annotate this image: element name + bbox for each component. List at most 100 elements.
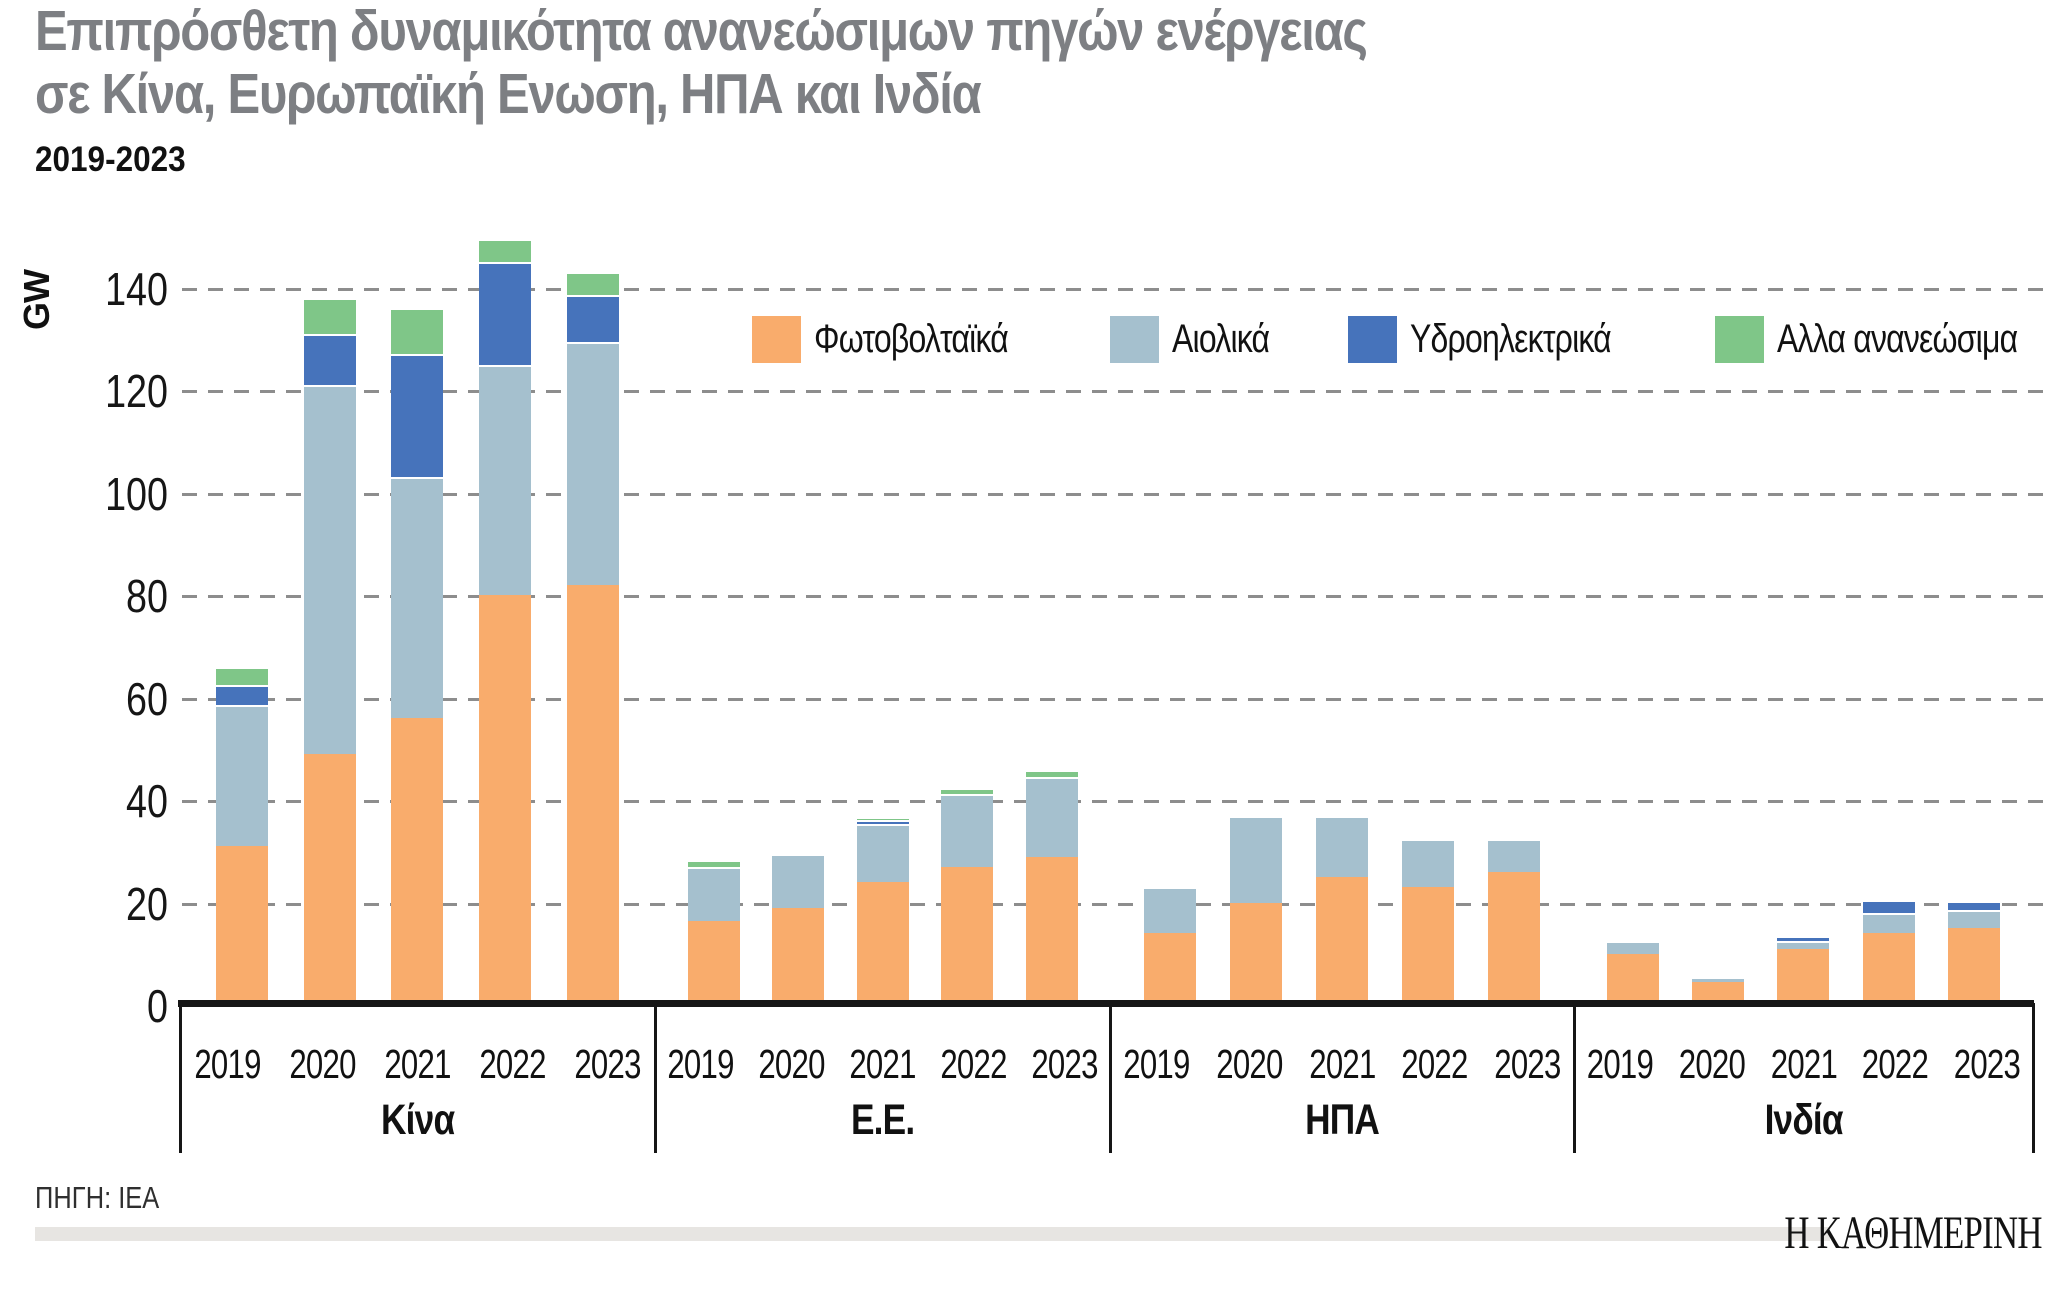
bar-segment-Φωτοβολταϊκά bbox=[215, 846, 268, 1000]
gridline-20 bbox=[182, 902, 2044, 906]
gridline-140 bbox=[182, 287, 2044, 291]
bar-segment-Φωτοβολταϊκά bbox=[1947, 928, 2000, 1000]
legend-swatch-icon bbox=[1348, 316, 1398, 363]
bar-segment-Υδροηλεκτρικά bbox=[391, 354, 444, 478]
bar-segment-Αιολικά bbox=[687, 866, 740, 921]
x-tick-label-2023: 2023 bbox=[1031, 1041, 1098, 1087]
bar-segment-Φωτοβολταϊκά bbox=[687, 920, 740, 1000]
bar-segment-Αλλα ανανεώσιμα bbox=[567, 272, 620, 296]
bar-segment-Φωτοβολταϊκά bbox=[391, 718, 444, 1000]
footer-divider-rule bbox=[35, 1227, 1830, 1241]
bar-segment-Φωτοβολταϊκά bbox=[1230, 902, 1282, 1000]
bar-segment-Φωτοβολταϊκά bbox=[856, 882, 909, 1000]
legend-item: Φωτοβολταϊκά bbox=[752, 316, 1056, 363]
group-divider-4 bbox=[2032, 1003, 2035, 1153]
stacked-bar-Ινδία-2022 bbox=[1862, 900, 1915, 1000]
x-tick-label-2019: 2019 bbox=[1586, 1041, 1654, 1087]
bar-segment-Αιολικά bbox=[1402, 838, 1454, 888]
bar-segment-Φωτοβολταϊκά bbox=[1862, 933, 1915, 1000]
bar-group-ΗΠΑ bbox=[1110, 240, 1574, 1000]
stacked-bar-Ε.Ε.-2019 bbox=[687, 860, 740, 1000]
legend-item-label: Αλλα ανανεώσιμα bbox=[1777, 317, 2018, 361]
group-divider-0 bbox=[179, 1003, 182, 1153]
x-tick-label-2023: 2023 bbox=[1494, 1041, 1561, 1087]
bar-segment-Φωτοβολταϊκά bbox=[772, 907, 824, 1000]
bar-segment-Φωτοβολταϊκά bbox=[1144, 933, 1196, 1000]
y-tick-label-20: 20 bbox=[126, 877, 168, 930]
stacked-bar-ΗΠΑ-2022 bbox=[1402, 838, 1454, 1000]
x-tick-label-2022: 2022 bbox=[1862, 1041, 1929, 1087]
year-labels-Ινδία: 2019 2020 2021 2022 2023 bbox=[1574, 1036, 2033, 1092]
stacked-bar-Κίνα-2019 bbox=[215, 666, 268, 1000]
country-label-row-ΗΠΑ: ΗΠΑ bbox=[1110, 1092, 1574, 1148]
bar-group-Κίνα bbox=[180, 238, 655, 1000]
stacked-bar-Ε.Ε.-2023 bbox=[1025, 770, 1078, 1000]
bar-segment-Φωτοβολταϊκά bbox=[567, 584, 620, 1000]
chart-legend: Φωτοβολταϊκά Αιολικά Υδροηλεκτρικά Αλλα ανα… bbox=[752, 316, 2048, 363]
gridline-40 bbox=[182, 800, 2044, 803]
bar-segment-Φωτοβολταϊκά bbox=[303, 754, 356, 1000]
group-divider-2 bbox=[1109, 1003, 1112, 1153]
stacked-bar-Κίνα-2022 bbox=[479, 238, 532, 1000]
gridline-80 bbox=[182, 595, 2044, 598]
bar-segment-Αιολικά bbox=[772, 853, 824, 908]
x-tick-label-2022: 2022 bbox=[940, 1041, 1007, 1087]
bar-segment-Αλλα ανανεώσιμα bbox=[391, 308, 444, 355]
bar-segment-Υδροηλεκτρικά bbox=[303, 333, 356, 385]
bar-segment-Αιολικά bbox=[479, 364, 532, 596]
bar-segment-Φωτοβολταϊκά bbox=[1777, 948, 1830, 1000]
stacked-bar-Ινδία-2023 bbox=[1947, 900, 2000, 1000]
bar-segment-Υδροηλεκτρικά bbox=[1777, 936, 1830, 941]
y-tick-label-40: 40 bbox=[126, 775, 168, 827]
bar-segment-Υδροηλεκτρικά bbox=[215, 684, 268, 706]
y-axis-unit-label: GW bbox=[16, 270, 57, 330]
x-tick-label-2020: 2020 bbox=[1216, 1041, 1283, 1087]
stacked-bar-Ινδία-2020 bbox=[1692, 977, 1745, 1000]
bar-segment-Αλλα ανανεώσιμα bbox=[856, 817, 909, 820]
stacked-bar-Ινδία-2021 bbox=[1777, 936, 1830, 1000]
legend-item-label: Αιολικά bbox=[1172, 317, 1270, 361]
x-tick-label-2022: 2022 bbox=[479, 1041, 546, 1087]
bar-group-Ινδία bbox=[1574, 240, 2033, 1000]
x-tick-label-2019: 2019 bbox=[194, 1041, 261, 1087]
legend-item-label: Φωτοβολταϊκά bbox=[814, 317, 1009, 361]
group-divider-3 bbox=[1573, 1003, 1576, 1153]
chart-subtitle: 2019-2023 bbox=[35, 140, 186, 179]
bar-segment-Αλλα ανανεώσιμα bbox=[1025, 770, 1078, 777]
bar-segment-Υδροηλεκτρικά bbox=[479, 262, 532, 365]
gridline-100 bbox=[182, 492, 2044, 496]
bar-segment-Αιολικά bbox=[391, 477, 444, 719]
bar-segment-Φωτοβολταϊκά bbox=[1316, 877, 1368, 1000]
bar-segment-Αλλα ανανεώσιμα bbox=[215, 666, 268, 685]
stacked-bar-ΗΠΑ-2021 bbox=[1316, 815, 1368, 1000]
bar-segment-Αιολικά bbox=[1692, 977, 1745, 983]
bar-segment-Αιολικά bbox=[1025, 776, 1078, 857]
bar-segment-Αιολικά bbox=[215, 705, 268, 847]
stacked-bar-ΗΠΑ-2020 bbox=[1230, 815, 1282, 1000]
bar-segment-Αιολικά bbox=[1862, 912, 1915, 934]
bar-segment-Αιολικά bbox=[1947, 909, 2000, 929]
legend-item: Αιολικά bbox=[1110, 316, 1294, 363]
bar-segment-Αιολικά bbox=[1316, 815, 1368, 877]
bar-segment-Αιολικά bbox=[856, 824, 909, 883]
bar-segment-Αιολικά bbox=[567, 341, 620, 585]
x-tick-label-2021: 2021 bbox=[1770, 1041, 1837, 1087]
bar-segment-Αιολικά bbox=[941, 793, 993, 867]
year-labels-ΗΠΑ: 2019 2020 2021 2022 2023 bbox=[1110, 1036, 1574, 1092]
group-label-Ινδία: Ινδία bbox=[1764, 1095, 1843, 1144]
legend-swatch-icon bbox=[1715, 316, 1765, 363]
group-divider-1 bbox=[654, 1003, 657, 1153]
y-tick-label-120: 120 bbox=[105, 365, 168, 417]
chart-title-line2: σε Κίνα, Ευρωπαϊκή Ενωση, ΗΠΑ και Ινδία bbox=[35, 62, 982, 126]
x-tick-label-2020: 2020 bbox=[289, 1041, 356, 1087]
stacked-bar-Κίνα-2021 bbox=[391, 308, 444, 1000]
stacked-bar-Ε.Ε.-2021 bbox=[856, 817, 909, 1000]
chart-title-line1: Επιπρόσθετη δυναμικότητα ανανεώσιμων πηγ… bbox=[35, 0, 1368, 63]
bar-segment-Αλλα ανανεώσιμα bbox=[479, 238, 532, 263]
stacked-bar-ΗΠΑ-2023 bbox=[1488, 838, 1540, 1000]
gridline-60 bbox=[182, 697, 2044, 701]
stacked-bar-Κίνα-2023 bbox=[567, 272, 620, 1000]
bar-segment-Υδροηλεκτρικά bbox=[856, 819, 909, 825]
bar-segment-Φωτοβολταϊκά bbox=[1692, 982, 1745, 1000]
